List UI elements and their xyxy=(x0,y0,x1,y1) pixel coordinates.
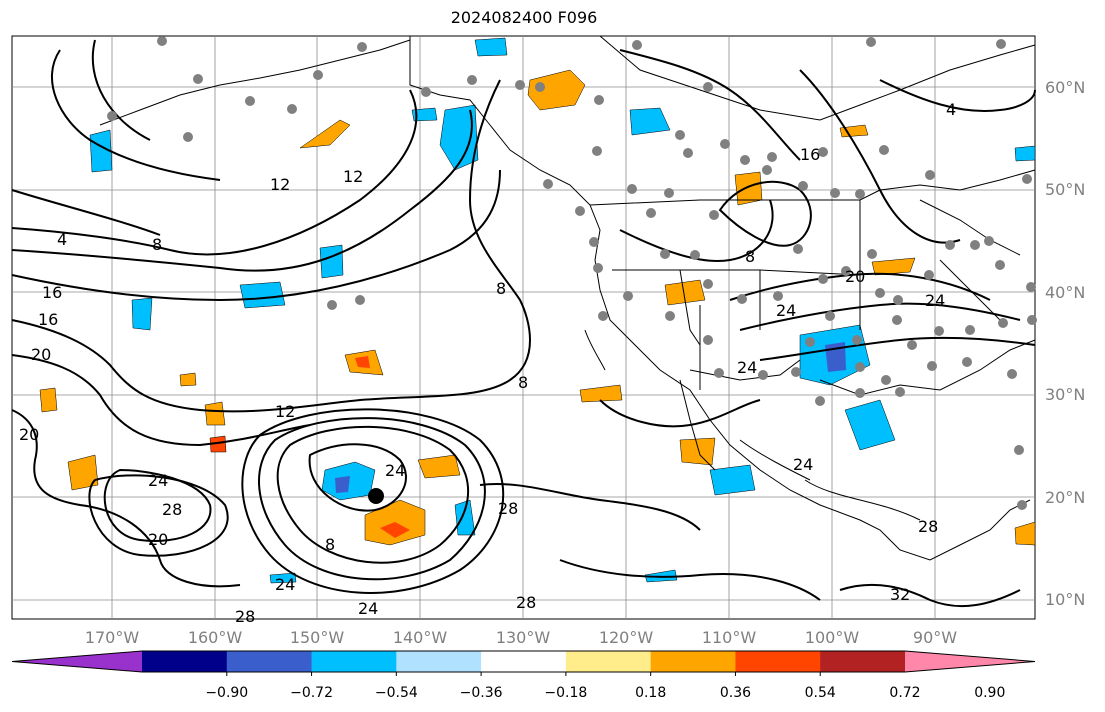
colorbar-outline xyxy=(11,650,1036,673)
lat-label: 10°N xyxy=(1045,590,1085,609)
colorbar-segment xyxy=(650,651,736,672)
contour-label: 24 xyxy=(737,358,757,377)
lon-label: 90°W xyxy=(913,628,957,647)
colorbar-label: 0.54 xyxy=(805,685,836,701)
lat-label: 50°N xyxy=(1045,180,1085,199)
storm-center-marker xyxy=(368,488,384,504)
lon-label: 140°W xyxy=(393,628,448,647)
contour-label: 16 xyxy=(42,283,62,302)
colorbar-label: 0.72 xyxy=(889,685,920,701)
colorbar-label: −0.36 xyxy=(460,685,503,701)
lat-label: 60°N xyxy=(1045,78,1085,97)
contours xyxy=(11,39,1036,607)
lon-label: 100°W xyxy=(805,628,860,647)
colorbar-segment xyxy=(142,651,228,672)
colorbar-segment xyxy=(311,651,397,672)
lat-label: 30°N xyxy=(1045,385,1085,404)
contour-label: 24 xyxy=(385,461,405,480)
thin-contours xyxy=(584,329,921,521)
contour-label: 16 xyxy=(38,310,58,329)
lon-label: 170°W xyxy=(85,628,140,647)
lon-label: 110°W xyxy=(702,628,757,647)
colorbar-label: −0.90 xyxy=(205,685,248,701)
contour-labels: 4 8 12 12 16 16 20 20 20 24 24 24 24 24 … xyxy=(19,100,956,626)
contour-label: 24 xyxy=(776,301,796,320)
contour-label: 20 xyxy=(148,530,168,549)
gridlines xyxy=(12,36,1035,619)
colorbar-label: 0.90 xyxy=(974,685,1005,701)
contour-label: 8 xyxy=(518,373,528,392)
station-dots xyxy=(107,36,1037,510)
colorbar-label: −0.72 xyxy=(290,685,333,701)
colorbar-labels: −0.90 −0.72 −0.54 −0.36 −0.18 0.18 0.36 … xyxy=(205,685,1005,701)
lon-label: 160°W xyxy=(188,628,243,647)
longitude-labels: 170°W 160°W 150°W 140°W 130°W 120°W 110°… xyxy=(85,628,957,647)
contour-label: 20 xyxy=(19,425,39,444)
contour-label: 12 xyxy=(270,175,290,194)
colorbar-segment xyxy=(735,651,821,672)
colorbar-segment xyxy=(226,651,313,672)
contour-label: 8 xyxy=(152,235,162,254)
contour-label: 24 xyxy=(793,455,813,474)
contour-label: 28 xyxy=(516,593,536,612)
contour-label: 12 xyxy=(275,402,295,421)
contour-label: 28 xyxy=(235,607,255,626)
map-title: 2024082400 F096 xyxy=(450,8,598,27)
colorbar-label: −0.18 xyxy=(544,685,587,701)
contour-label: 8 xyxy=(496,279,506,298)
lat-label: 40°N xyxy=(1045,283,1085,302)
lon-label: 130°W xyxy=(496,628,551,647)
contour-label: 20 xyxy=(31,345,51,364)
contour-label: 24 xyxy=(275,575,295,594)
contour-label: 4 xyxy=(946,100,956,119)
colorbar-segment xyxy=(481,651,567,672)
colorbar-segment xyxy=(905,651,1035,672)
colorbar-segment xyxy=(396,651,482,672)
contour-label: 28 xyxy=(918,517,938,536)
contour-label: 28 xyxy=(498,499,518,518)
lon-label: 150°W xyxy=(290,628,345,647)
contour-label: 16 xyxy=(800,145,820,164)
shaded-field xyxy=(39,37,1036,584)
contour-label: 24 xyxy=(925,291,945,310)
contour-label: 4 xyxy=(57,230,67,249)
contour-label: 20 xyxy=(845,267,865,286)
lon-label: 120°W xyxy=(599,628,654,647)
lat-label: 20°N xyxy=(1045,488,1085,507)
colorbar-label: −0.54 xyxy=(375,685,418,701)
contour-label: 24 xyxy=(358,599,378,618)
colorbar-segment xyxy=(12,651,142,672)
contour-label: 12 xyxy=(343,167,363,186)
latitude-labels: 60°N 50°N 40°N 30°N 20°N 10°N xyxy=(1045,78,1085,609)
contour-label: 24 xyxy=(148,471,168,490)
colorbar-label: 0.36 xyxy=(720,685,751,701)
colorbar xyxy=(11,650,1036,676)
contour-label: 32 xyxy=(890,585,910,604)
colorbar-segment xyxy=(565,651,652,672)
colorbar-segment xyxy=(820,651,906,672)
colorbar-label: 0.18 xyxy=(635,685,666,701)
contour-label: 8 xyxy=(325,535,335,554)
contour-label: 28 xyxy=(162,500,182,519)
contour-label: 8 xyxy=(745,247,755,266)
